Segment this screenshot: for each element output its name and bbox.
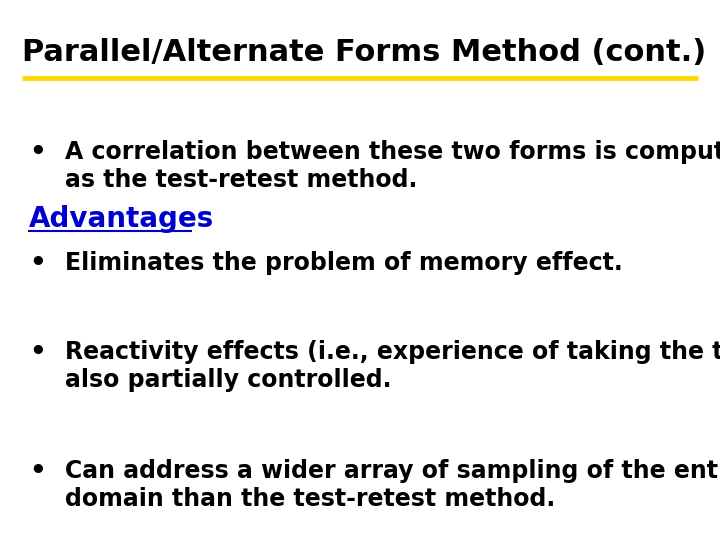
Text: •: • (29, 251, 45, 277)
Text: Parallel/Alternate Forms Method (cont.): Parallel/Alternate Forms Method (cont.) (22, 38, 706, 67)
Text: Advantages: Advantages (29, 205, 214, 233)
Text: A correlation between these two forms is computed just
as the test-retest method: A correlation between these two forms is… (65, 140, 720, 192)
Text: •: • (29, 140, 45, 166)
Text: Can address a wider array of sampling of the entire
domain than the test-retest : Can address a wider array of sampling of… (65, 459, 720, 511)
Text: •: • (29, 340, 45, 366)
Text: Eliminates the problem of memory effect.: Eliminates the problem of memory effect. (65, 251, 623, 275)
Text: Reactivity effects (i.e., experience of taking the test) are
also partially cont: Reactivity effects (i.e., experience of … (65, 340, 720, 392)
Text: •: • (29, 459, 45, 485)
